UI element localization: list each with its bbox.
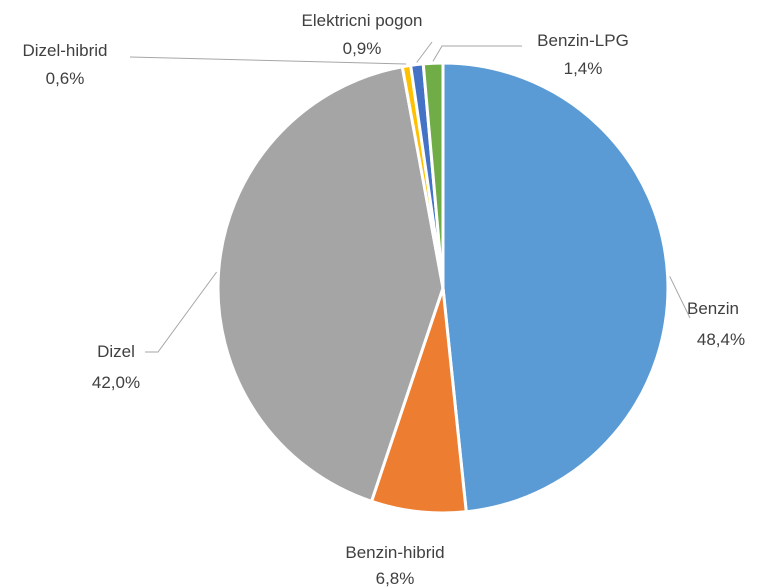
leader-dizel-hibrid <box>130 57 406 64</box>
label-elektricni-pogon: Elektricni pogon <box>302 11 423 30</box>
leader-benzin-lpg <box>433 46 522 61</box>
label-dizel-hibrid: Dizel-hibrid <box>22 41 107 60</box>
value-dizel: 42,0% <box>92 373 140 392</box>
slice-benzin <box>443 63 668 512</box>
value-elektricni-pogon: 0,9% <box>343 39 382 58</box>
pie-slices <box>218 63 668 513</box>
value-dizel-hibrid: 0,6% <box>46 69 85 88</box>
label-benzin-lpg: Benzin-LPG <box>537 31 629 50</box>
leader-dizel <box>145 272 217 352</box>
label-benzin: Benzin <box>687 299 739 318</box>
leader-elektricni-pogon <box>417 42 432 63</box>
value-benzin-lpg: 1,4% <box>564 59 603 78</box>
value-benzin-hibrid: 6,8% <box>376 569 415 587</box>
value-benzin: 48,4% <box>697 330 745 349</box>
label-benzin-hibrid: Benzin-hibrid <box>345 543 444 562</box>
label-dizel: Dizel <box>97 342 135 361</box>
